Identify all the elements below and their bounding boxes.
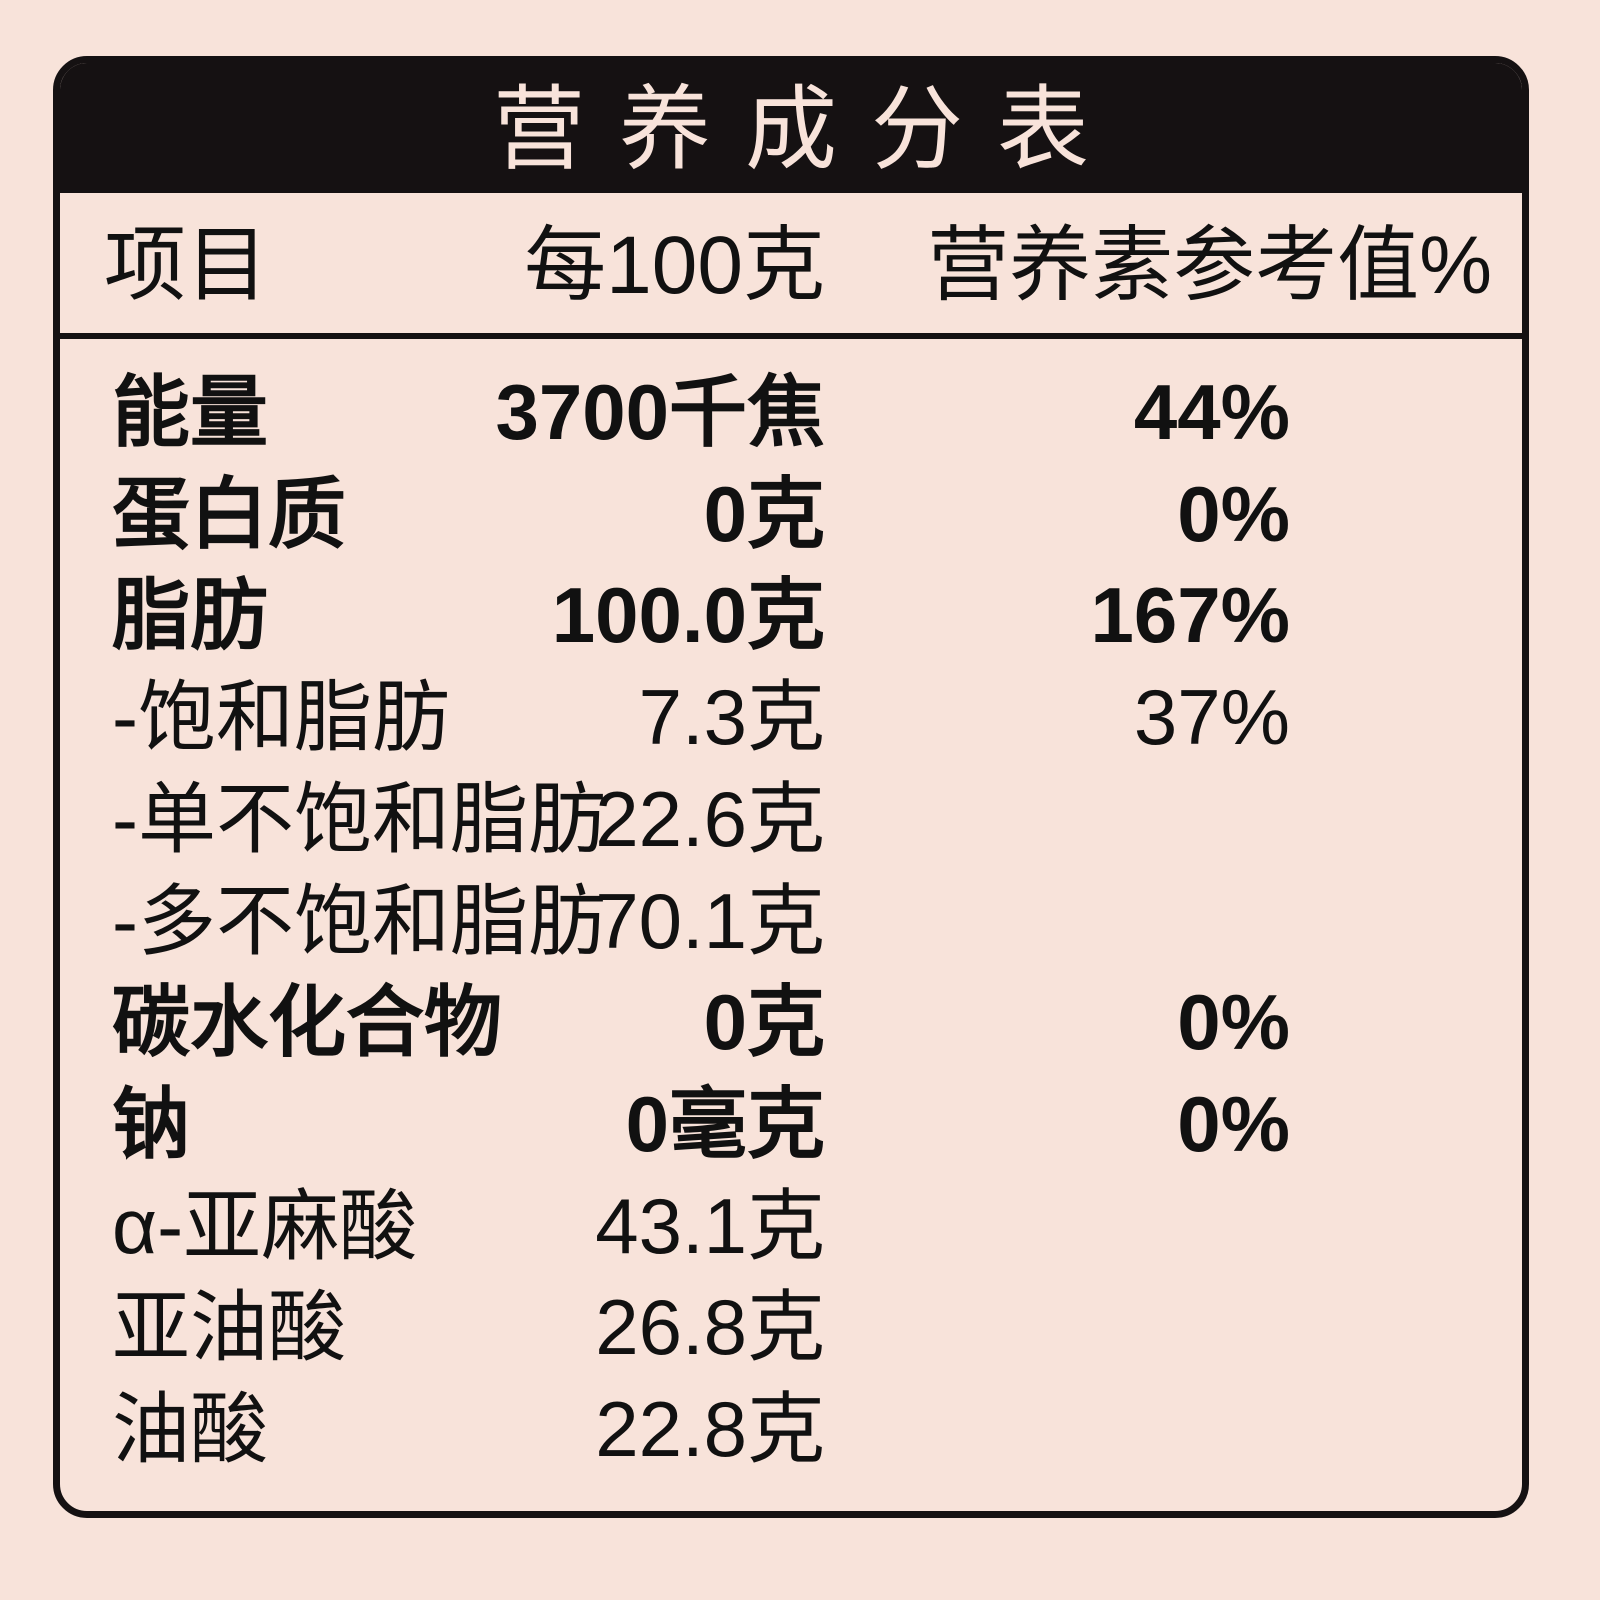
table-row: 脂肪 100.0克 167%	[60, 564, 1522, 666]
table-row: 碳水化合物 0克 0%	[60, 971, 1522, 1073]
row-name: 能量	[112, 368, 269, 456]
header-item: 项目	[104, 220, 269, 311]
row-nrv: 37%	[1133, 673, 1290, 762]
table-row: 亚油酸 26.8克	[60, 1276, 1522, 1378]
table-row: -多不饱和脂肪 70.1克	[60, 870, 1522, 972]
row-name: 亚油酸	[112, 1283, 347, 1372]
header-per-100g: 每100克	[524, 220, 825, 311]
title-bar: 营养成分表	[60, 63, 1522, 193]
header-nrv: 营养素参考值%	[927, 220, 1492, 311]
table-row: -单不饱和脂肪 22.6克	[60, 768, 1522, 870]
table-row: -饱和脂肪 7.3克 37%	[60, 666, 1522, 768]
row-name: 蛋白质	[112, 469, 347, 558]
row-name: -多不饱和脂肪	[112, 876, 606, 965]
row-name: -饱和脂肪	[112, 673, 450, 762]
row-value: 70.1克	[595, 876, 825, 965]
row-value: 3700千焦	[495, 368, 825, 456]
row-nrv: 0%	[1177, 978, 1290, 1067]
table-title: 营养成分表	[492, 79, 1123, 181]
row-name: α-亚麻酸	[112, 1181, 418, 1270]
row-nrv: 44%	[1133, 368, 1290, 456]
table-row: 油酸 22.8克	[60, 1378, 1522, 1480]
row-nrv: 167%	[1090, 571, 1291, 660]
row-nrv: 0%	[1177, 469, 1290, 558]
row-name: 碳水化合物	[112, 978, 503, 1067]
row-name: 钠	[112, 1079, 191, 1168]
row-nrv: 0%	[1177, 1079, 1290, 1168]
row-name: 油酸	[112, 1385, 269, 1473]
table-row: 能量 3700千焦 44%	[60, 361, 1522, 463]
nutrition-table: 营养成分表 项目 每100克 营养素参考值% 能量 3700千焦 44% 蛋白质 0克 0…	[53, 56, 1529, 1518]
row-value: 0毫克	[625, 1079, 825, 1168]
table-row: 蛋白质 0克 0%	[60, 463, 1522, 565]
row-value: 22.6克	[595, 774, 825, 863]
table-row: α-亚麻酸 43.1克	[60, 1175, 1522, 1277]
row-value: 0克	[703, 978, 825, 1067]
row-value: 7.3克	[638, 673, 825, 762]
row-value: 100.0克	[551, 571, 825, 660]
row-value: 43.1克	[595, 1181, 825, 1270]
row-value: 26.8克	[595, 1283, 825, 1372]
row-name: 脂肪	[112, 571, 269, 660]
row-value: 0克	[703, 469, 825, 558]
row-name: -单不饱和脂肪	[112, 774, 606, 863]
column-header-row: 项目 每100克 营养素参考值%	[60, 193, 1522, 339]
row-value: 22.8克	[595, 1385, 825, 1473]
table-row: 钠 0毫克 0%	[60, 1073, 1522, 1175]
